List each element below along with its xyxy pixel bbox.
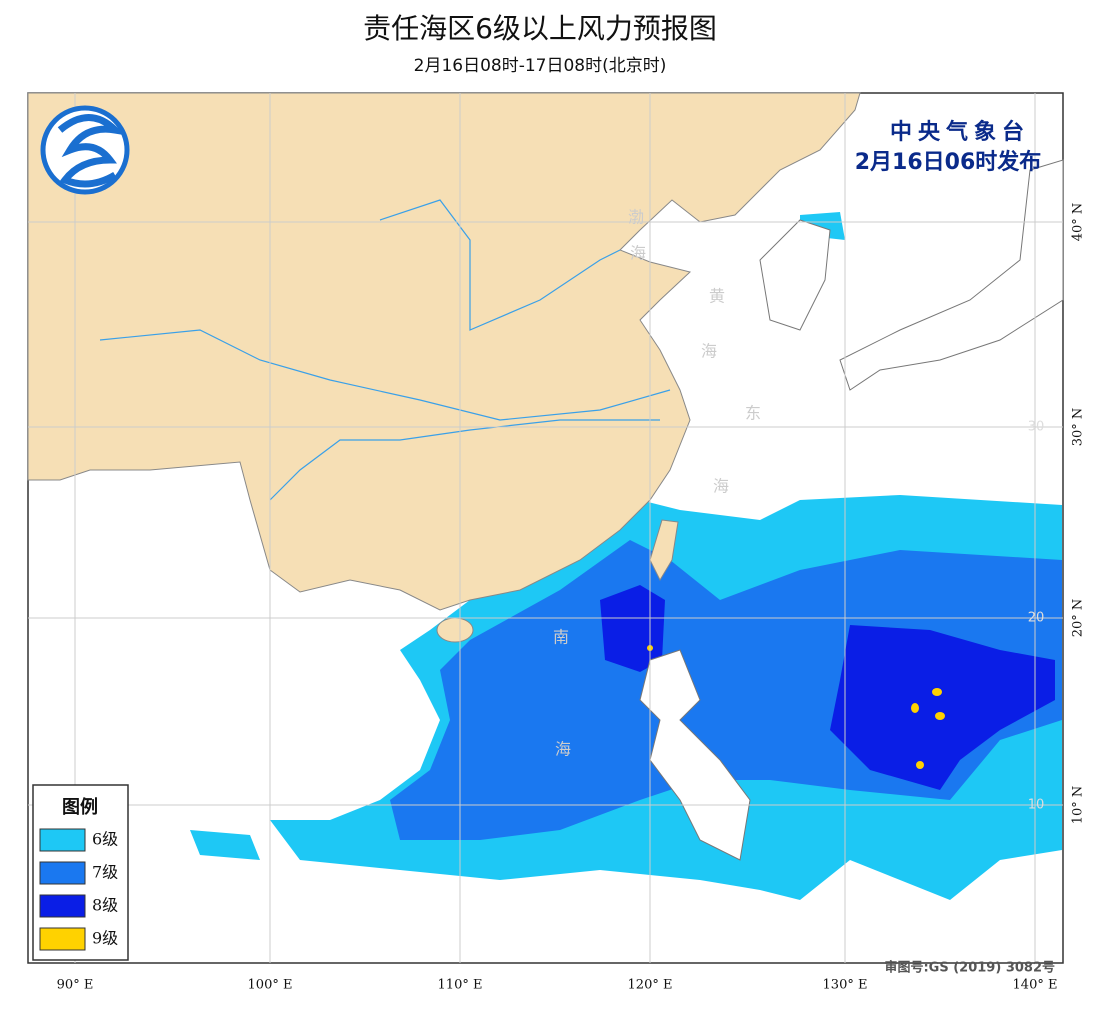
issuer-name: 中央气象台 — [890, 119, 1030, 145]
sea-label: 南 — [553, 628, 569, 647]
legend-title: 图例 — [62, 796, 98, 818]
legend: 图例 6级 7级 8级 9级 — [32, 784, 129, 961]
approval-number: 审图号:GS (2019) 3082号 — [884, 960, 1055, 976]
inner-latitude-label: 20 — [1028, 611, 1045, 626]
sea-label: 海 — [701, 342, 717, 361]
sea-label: 渤 — [628, 208, 644, 227]
legend-label: 9级 — [92, 929, 118, 948]
map-title: 责任海区6级以上风力预报图 — [363, 12, 717, 45]
wind-zone — [830, 625, 1055, 790]
legend-label: 6级 — [92, 830, 118, 849]
longitude-label: 100° E — [248, 978, 293, 993]
wind-zone — [932, 688, 942, 696]
latitude-label: 20° N — [1071, 599, 1086, 638]
logo — [40, 105, 130, 195]
inner-latitude-label: 30 — [1028, 420, 1045, 435]
latitude-label: 30° N — [1071, 408, 1086, 447]
sea-label: 黄 — [709, 287, 725, 306]
axis-labels: 90° E 100° E 110° E 120° E 130° E 140° E 40° N… — [57, 203, 1086, 993]
legend-swatch — [39, 894, 86, 918]
sea-label: 东 — [745, 404, 761, 423]
longitude-label: 120° E — [628, 978, 673, 993]
wind-zone — [911, 703, 919, 713]
legend-swatch — [39, 927, 86, 951]
legend-label: 7级 — [92, 863, 118, 882]
legend-swatch — [39, 861, 86, 885]
latitude-label: 40° N — [1071, 203, 1086, 242]
longitude-label: 140° E — [1013, 978, 1058, 993]
legend-label: 8级 — [92, 896, 118, 915]
wind-zone — [190, 830, 260, 860]
inner-latitude-label: 10 — [1028, 798, 1045, 813]
longitude-label: 110° E — [438, 978, 483, 993]
wind-zone — [935, 712, 945, 720]
sea-label: 海 — [630, 244, 646, 263]
longitude-label: 90° E — [57, 978, 94, 993]
longitude-label: 130° E — [823, 978, 868, 993]
graticule — [28, 93, 1063, 963]
sea-label: 海 — [555, 740, 571, 759]
latitude-label: 10° N — [1071, 786, 1086, 825]
issue-time: 2月16日06时发布 — [855, 149, 1042, 175]
wind-zone — [916, 761, 924, 769]
sea-label: 海 — [713, 477, 729, 496]
map-subtitle: 2月16日08时-17日08时(北京时) — [414, 56, 667, 76]
legend-swatch — [39, 828, 86, 852]
